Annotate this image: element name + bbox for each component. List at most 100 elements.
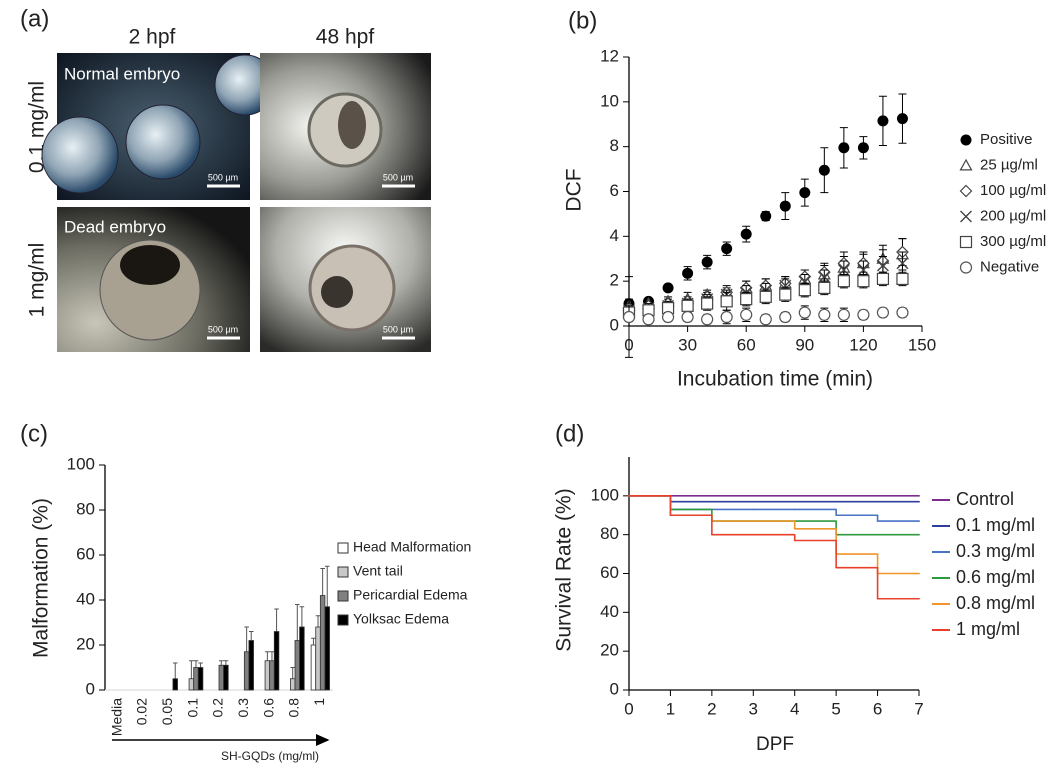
embryo-body (338, 101, 366, 149)
bar (197, 667, 204, 691)
error-bar (219, 660, 224, 666)
error-bar (299, 606, 305, 627)
embryo (41, 116, 119, 194)
marker (759, 313, 772, 326)
y-tick-label: 100 (67, 454, 95, 473)
x-tick-label: 60 (737, 335, 756, 354)
marker (876, 306, 890, 319)
legend-swatch (337, 566, 349, 578)
marker (759, 290, 772, 303)
x-tick-label: 0.2 (210, 698, 226, 718)
bar (243, 651, 250, 691)
bar (193, 667, 199, 691)
marker (740, 228, 752, 240)
legend-label: Control (956, 489, 1014, 509)
y-tick-label: 20 (600, 641, 619, 660)
x-tick-label: 120 (849, 335, 877, 354)
y-tick-label: 60 (76, 544, 95, 563)
panel-label: (a) (20, 5, 49, 32)
x-tick-label: 0.3 (235, 698, 251, 718)
photo-caption: Normal embryo (64, 64, 180, 83)
marker (896, 113, 908, 125)
marker (779, 310, 792, 324)
marker (721, 243, 733, 255)
legend-swatch (337, 590, 349, 602)
marker (798, 306, 811, 319)
y-tick-label: 40 (76, 589, 95, 608)
x-tick-label: 30 (678, 335, 697, 354)
scale-bar-label: 500 µm (208, 172, 238, 182)
x-tick-label: 0.6 (260, 698, 276, 718)
y-tick-label: 2 (610, 271, 619, 290)
y-tick-label: 20 (76, 634, 95, 653)
scale-bar-label: 500 µm (383, 172, 413, 182)
legend-label: 0.6 mg/ml (956, 567, 1035, 587)
error-bar (324, 565, 330, 607)
y-axis-label: Malformation (%) (30, 498, 53, 658)
legend-label: 200 µg/ml (980, 207, 1046, 224)
column-label: 48 hpf (316, 26, 375, 49)
y-tick-label: 8 (610, 136, 619, 155)
marker (701, 297, 714, 310)
marker (857, 142, 869, 154)
bar (172, 678, 178, 691)
photo-caption: Dead embryo (64, 217, 166, 236)
legend-label: Vent tail (353, 563, 403, 579)
legend-label: Negative (980, 258, 1039, 275)
marker (837, 263, 850, 276)
scale-bar-label: 500 µm (208, 324, 238, 334)
panel-label: (b) (568, 7, 597, 34)
embryo (125, 104, 201, 180)
error-bar (189, 660, 194, 679)
legend-marker (959, 184, 973, 198)
x-axis-label: SH-GQDs (mg/ml) (221, 749, 319, 763)
marker (896, 306, 909, 319)
legend-marker (959, 158, 973, 171)
bar (264, 660, 271, 691)
y-tick-label: 0 (610, 315, 619, 334)
error-bar (269, 651, 275, 661)
marker (662, 282, 674, 294)
bar (310, 644, 317, 691)
error-bar (193, 660, 199, 668)
error-bar (315, 615, 321, 627)
marker (779, 200, 791, 212)
marker (877, 115, 889, 127)
x-tick-label: 90 (795, 335, 814, 354)
chart: (b) DCF Incubation time (min) 0 2 4 6 8 10 120 30 6… (563, 7, 1047, 390)
marker (740, 293, 753, 306)
x-tick-label: 1 (311, 698, 327, 706)
marker (642, 313, 655, 326)
x-tick-label: 3 (749, 699, 758, 718)
y-tick-label: 40 (600, 602, 619, 621)
legend-label: Head Malformation (353, 539, 471, 555)
bar (319, 595, 326, 691)
legend-swatch (337, 542, 349, 554)
legend-label: 100 µg/ml (980, 182, 1046, 199)
error-bar (290, 667, 295, 679)
y-tick-label: 10 (600, 91, 619, 110)
embryo-body (120, 245, 180, 285)
x-tick-label: Media (108, 698, 124, 736)
bar (188, 678, 195, 691)
marker (720, 295, 733, 308)
legend-label: Positive (980, 131, 1033, 148)
legend-marker (959, 261, 973, 274)
chart: (d) Survival Rate (%) DPF 0 20 40 60 80 100 0 1 2 3 4… (553, 420, 1035, 755)
legend-label: 1 mg/ml (956, 619, 1020, 639)
marker (876, 272, 890, 286)
chart: (c) Malformation (%) SH-GQDs (mg/ml) 0 20 40 6… (20, 420, 471, 763)
marker (760, 210, 772, 222)
y-tick-label: 12 (600, 46, 619, 65)
marker (622, 310, 636, 324)
marker (701, 313, 714, 326)
legend-label: 300 µg/ml (980, 233, 1046, 250)
row-label: 1 mg/ml (26, 243, 49, 318)
marker (838, 142, 850, 154)
marker (818, 270, 831, 283)
column-label: 2 hpf (129, 26, 176, 49)
marker (857, 275, 870, 288)
bar (289, 678, 296, 691)
bar (273, 631, 280, 691)
